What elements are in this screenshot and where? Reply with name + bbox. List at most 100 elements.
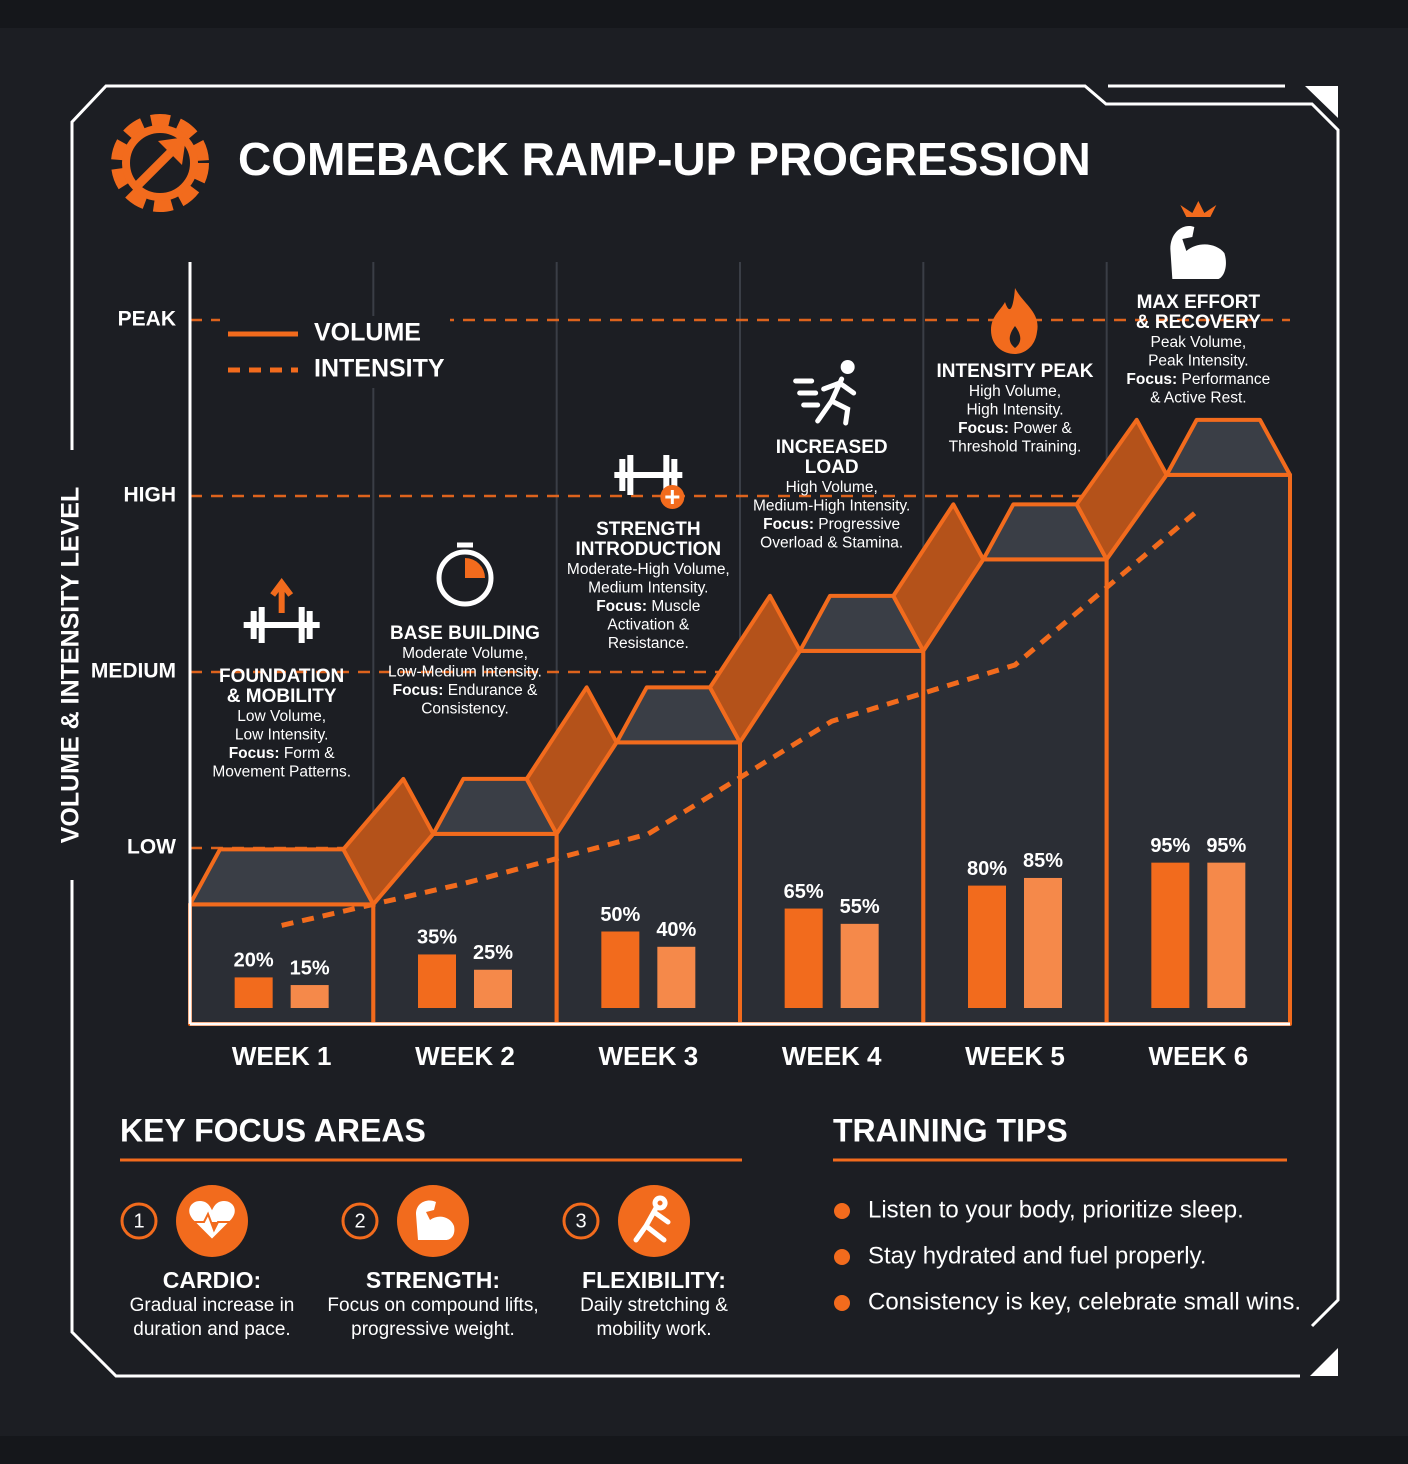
frame [70, 880, 1300, 1378]
icon [614, 455, 683, 495]
section-title: TRAINING TIPS [833, 1112, 1068, 1148]
item-text: Focus on compound lifts, [327, 1295, 538, 1316]
icon [665, 490, 680, 504]
percent-bar [1207, 862, 1246, 1008]
stage-text: Medium Intensity. [588, 580, 708, 597]
stage-icon [793, 360, 857, 426]
corner [1310, 1348, 1338, 1376]
stage-icon [991, 288, 1038, 354]
stage-title: MAX EFFORT [1137, 292, 1261, 313]
stage-focus: Overload & Stamina. [760, 535, 903, 552]
number-ring [120, 1202, 158, 1240]
focus-text: Progressive [818, 516, 900, 533]
focus-text: Performance [1182, 371, 1271, 388]
percent-bar [474, 969, 512, 1008]
icon [243, 607, 320, 643]
icon [793, 376, 857, 426]
focus-text: Form & [284, 745, 335, 762]
item-number: 1 [133, 1210, 144, 1232]
percent-bar [1024, 877, 1062, 1008]
tip-text: Consistency is key, celebrate small wins… [868, 1288, 1301, 1315]
volume-block [738, 648, 926, 1026]
stage-text: Moderate-High Volume, [567, 561, 730, 578]
stage-title: INCREASED [776, 437, 888, 458]
item-text: progressive weight. [351, 1319, 515, 1340]
focus-text: Endurance & [448, 682, 538, 699]
stage-text: Peak Intensity. [1148, 353, 1249, 370]
icon [187, 1198, 237, 1242]
percent-label: 55% [840, 896, 880, 918]
percent-label: 20% [234, 950, 274, 972]
percent-bar [784, 908, 823, 1008]
stage-icon [436, 542, 494, 607]
percent-bar [601, 931, 640, 1008]
bullet [834, 1203, 850, 1219]
x-tick-label: WEEK 6 [1148, 1041, 1248, 1071]
stage-focus: & Active Rest. [1150, 390, 1246, 407]
stage-focus: Focus: Performance [1126, 371, 1270, 388]
volume-block [188, 902, 376, 1026]
number-ring [341, 1202, 379, 1240]
stage-text: Peak Volume, [1151, 334, 1247, 351]
stage-focus: Focus: Muscle [596, 598, 700, 615]
stage-title: BASE BUILDING [390, 623, 540, 644]
percent-label: 65% [784, 881, 824, 903]
percent-bar [840, 923, 879, 1008]
item-title: STRENGTH: [366, 1267, 500, 1293]
y-tick-label: PEAK [118, 308, 176, 331]
icon [1009, 326, 1021, 348]
number-ring [562, 1202, 600, 1240]
y-tick-label: MEDIUM [91, 660, 176, 683]
x-tick-label: WEEK 3 [598, 1041, 698, 1071]
y-tick-label: HIGH [124, 484, 177, 507]
y-tick-label: LOW [127, 836, 176, 859]
stage-title: INTENSITY PEAK [937, 361, 1094, 382]
icon [465, 558, 485, 578]
item-text: duration and pace. [133, 1319, 290, 1340]
percent-label: 15% [290, 957, 330, 979]
percent-label: 95% [1206, 835, 1246, 857]
icon [633, 1195, 671, 1243]
percent-bar [657, 946, 696, 1008]
stage-text: High Volume, [969, 383, 1061, 400]
percent-bar [418, 954, 456, 1008]
item-number: 3 [575, 1210, 586, 1232]
icon [1180, 201, 1217, 217]
stage-icon [1170, 201, 1226, 279]
percent-bar [234, 977, 273, 1008]
bullet [834, 1295, 850, 1311]
item-title: CARDIO: [163, 1267, 261, 1293]
volume-block [921, 557, 1109, 1026]
focus-label: Focus: [1126, 371, 1177, 388]
stage-focus: Focus: Form & [229, 745, 336, 762]
stage-focus: Focus: Progressive [763, 516, 900, 533]
focus-text: Power & [1013, 420, 1072, 437]
percent-label: 25% [473, 942, 513, 964]
bullet [834, 1249, 850, 1265]
stage-icon [243, 578, 320, 643]
percent-bar [968, 885, 1006, 1008]
item-text: Daily stretching & [580, 1295, 728, 1316]
logo-icon [111, 114, 209, 212]
stage-text: Medium-High Intensity. [753, 498, 910, 515]
stage-title: INTRODUCTION [576, 539, 722, 560]
stage-title: & RECOVERY [1136, 312, 1261, 333]
stage-focus: Movement Patterns. [212, 764, 351, 781]
stage-text: High Volume, [786, 479, 878, 496]
percent-label: 95% [1150, 835, 1190, 857]
stage-focus: Resistance. [608, 635, 689, 652]
percent-label: 40% [656, 919, 696, 941]
volume-block [1104, 472, 1292, 1026]
legend-label: INTENSITY [314, 355, 445, 383]
title: COMEBACK RAMP-UP PROGRESSION [238, 133, 1091, 185]
icon [436, 549, 494, 607]
icon [840, 360, 855, 374]
stage-text: High Intensity. [966, 402, 1063, 419]
volume-top [1164, 417, 1292, 477]
icon [416, 1200, 455, 1240]
stage-focus: Focus: Endurance & [393, 682, 538, 699]
legend-label: VOLUME [314, 319, 421, 347]
focus-label: Focus: [958, 420, 1009, 437]
